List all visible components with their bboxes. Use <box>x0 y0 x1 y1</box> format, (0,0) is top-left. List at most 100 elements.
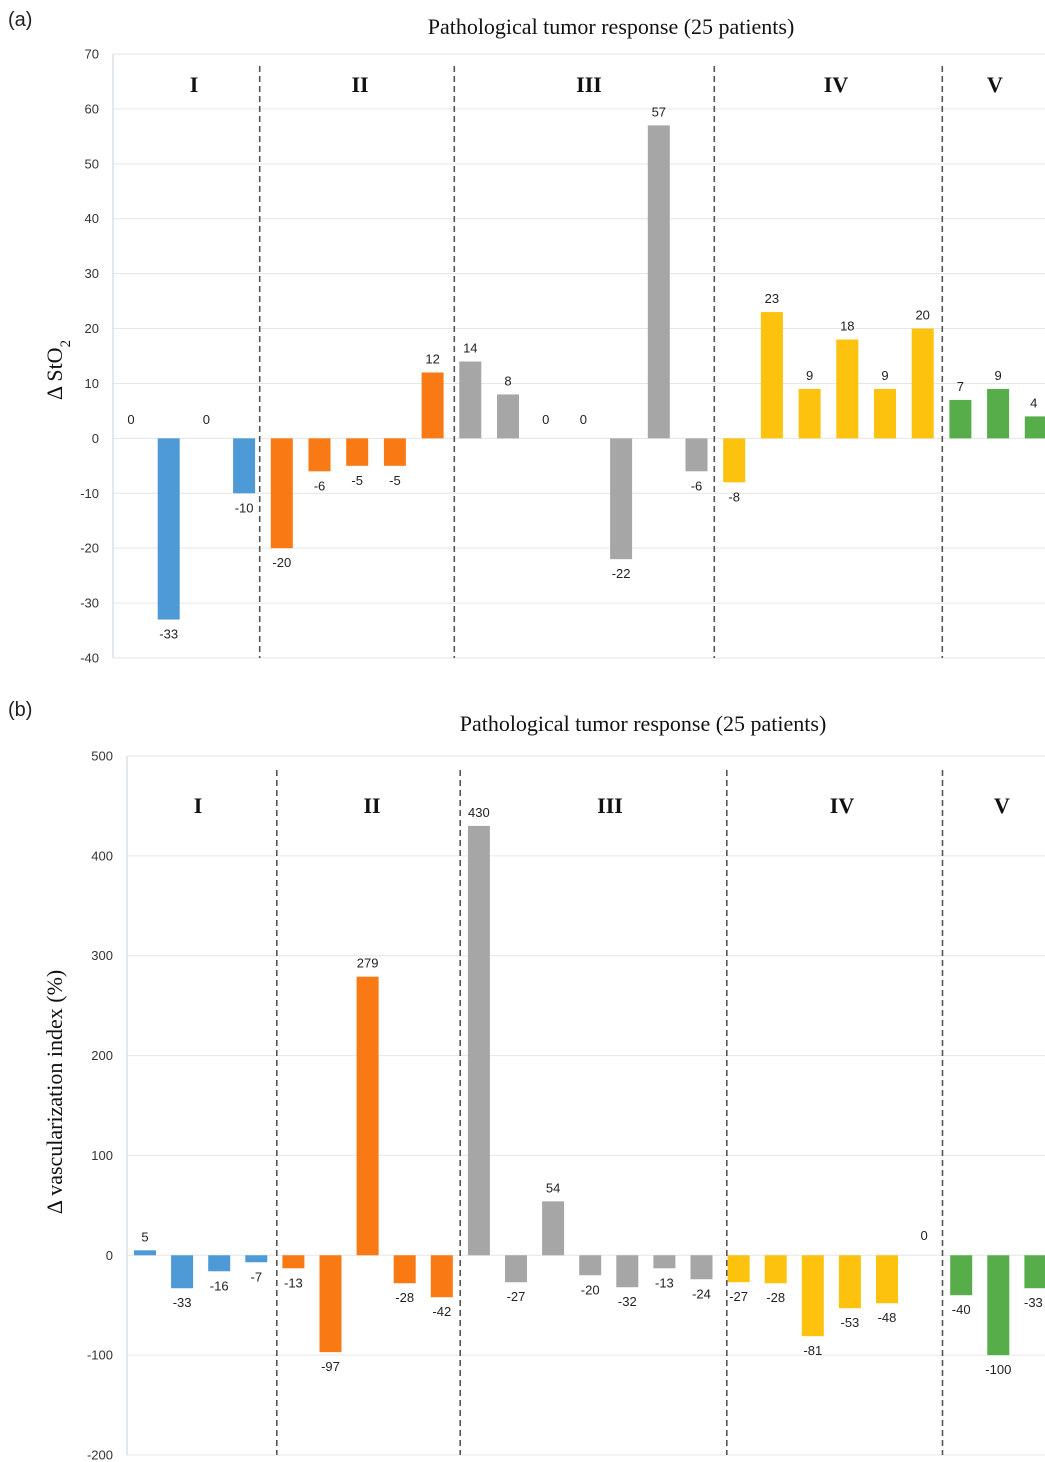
panel-b-bar <box>171 1255 194 1289</box>
panel-b-bar <box>542 1201 565 1256</box>
panel-a-data-label: 9 <box>994 368 1001 383</box>
panel-a-data-label: 14 <box>463 340 477 355</box>
panel-a-chart: (a) Pathological tumor response (25 patie… <box>8 9 1045 666</box>
panel-a-data-label: 9 <box>881 368 888 383</box>
panel-a-y-tick-label: 0 <box>92 431 99 446</box>
panel-b-bar <box>356 976 379 1256</box>
panel-b-bar <box>505 1255 527 1283</box>
panel-b-bar <box>616 1255 639 1288</box>
panel-a-data-label: -6 <box>691 478 703 493</box>
panel-a-data-label: 7 <box>957 379 964 394</box>
panel-b-data-label: -13 <box>655 1275 674 1290</box>
panel-b-bar <box>282 1255 305 1269</box>
panel-b-bar <box>653 1255 676 1269</box>
panel-a-bar <box>949 399 972 439</box>
panel-b-bar <box>764 1255 787 1284</box>
panel-b-y-axis-label: Δ vascularization index (%) <box>42 970 67 1214</box>
panel-a-bar <box>157 438 180 620</box>
panel-b-data-label: 279 <box>357 956 379 971</box>
panel-a-data-label: 0 <box>127 412 134 427</box>
panel-b-bar <box>838 1255 861 1309</box>
panel-b-bar <box>1024 1255 1045 1289</box>
panel-a-bar <box>270 438 293 549</box>
panel-b-y-tick-label: -100 <box>87 1348 113 1363</box>
panel-b-bar <box>579 1255 602 1276</box>
panel-b-data-label: -33 <box>173 1295 192 1310</box>
panel-b-bar <box>727 1255 750 1283</box>
panel-b-data-label: -33 <box>1024 1295 1043 1310</box>
panel-a-data-label: -33 <box>159 627 178 642</box>
panel-b-bar <box>245 1255 268 1263</box>
panel-a-group-label-I: I <box>190 72 199 97</box>
panel-b-data-label: -100 <box>985 1362 1011 1377</box>
panel-a-bar <box>911 328 934 439</box>
panel-b-y-tick-label: 300 <box>91 948 113 963</box>
panel-b-data-label: -32 <box>618 1294 637 1309</box>
panel-b-bar <box>208 1255 231 1272</box>
panel-b-bar <box>950 1255 973 1296</box>
panel-a-bar <box>647 125 670 439</box>
panel-a-data-label: 0 <box>203 412 210 427</box>
panel-a-data-label: -22 <box>612 566 631 581</box>
panel-b-data-label: -81 <box>803 1343 822 1358</box>
panel-a-bar <box>421 372 444 439</box>
panel-b-data-label: -42 <box>432 1304 451 1319</box>
panel-a-y-tick-label: 30 <box>85 266 99 281</box>
panel-a-y-tick-label: 60 <box>85 101 99 116</box>
panel-a-y-axis-label: Δ StO2 <box>42 340 74 400</box>
panel-b-bar <box>430 1255 453 1298</box>
panel-b-y-tick-label: 500 <box>91 749 113 764</box>
panel-a-bar <box>760 312 783 439</box>
panel-a-data-label: 0 <box>542 412 549 427</box>
panel-a-y-tick-label: -30 <box>80 596 99 611</box>
panel-b-group-label-IV: IV <box>830 793 855 818</box>
panel-b-label: (b) <box>8 699 32 721</box>
panel-b-y-tick-label: 0 <box>106 1248 113 1263</box>
panel-a-y-tick-label: 70 <box>85 47 99 62</box>
panel-b-data-label: -27 <box>729 1289 748 1304</box>
panel-a-bar <box>685 438 708 472</box>
panel-b-data-label: -20 <box>581 1282 600 1297</box>
panel-a-bar <box>610 438 633 560</box>
panel-a-data-label: 18 <box>840 319 854 334</box>
panel-a-data-label: -5 <box>389 473 401 488</box>
panel-b-data-label: 0 <box>920 1228 927 1243</box>
panel-a-y-tick-label: -10 <box>80 486 99 501</box>
panel-b-data-label: -48 <box>878 1310 897 1325</box>
panel-b-data-label: -16 <box>210 1278 229 1293</box>
panel-a-y-tick-label: -20 <box>80 541 99 556</box>
panel-a-data-label: 8 <box>504 373 511 388</box>
panel-b-bar <box>876 1255 898 1304</box>
panel-b-y-tick-label: -200 <box>87 1448 113 1462</box>
panel-a-data-label: -6 <box>314 478 326 493</box>
panel-a-bar <box>723 438 746 483</box>
panel-b-group-label-III: III <box>597 793 623 818</box>
panel-a-data-label: 57 <box>652 104 666 119</box>
panel-a-data-label: -10 <box>235 500 254 515</box>
panel-a-bar <box>1024 416 1045 439</box>
panel-a-bar <box>836 339 859 439</box>
panel-b-group-label-II: II <box>363 793 380 818</box>
panel-b-y-tick-label: 100 <box>91 1148 113 1163</box>
panel-b-bar <box>690 1255 713 1280</box>
panel-b-data-label: -53 <box>841 1315 860 1330</box>
panel-a-data-label: -8 <box>728 489 740 504</box>
panel-b-data-label: -97 <box>321 1359 340 1374</box>
panel-a-y-tick-label: -40 <box>80 651 99 666</box>
panel-b-bar <box>319 1255 342 1353</box>
panel-b-bar <box>134 1250 156 1256</box>
panel-b-data-label: -7 <box>251 1269 263 1284</box>
panel-b-data-label: -24 <box>692 1286 711 1301</box>
panel-a-y-tick-label: 50 <box>85 156 99 171</box>
panel-a-data-label: 20 <box>915 308 929 323</box>
panel-a-y-tick-label: 40 <box>85 211 99 226</box>
panel-b-chart: (b) Pathological tumor response (25 patie… <box>8 699 1045 1462</box>
panel-a-bar <box>497 394 519 439</box>
panel-b-data-label: -40 <box>952 1302 971 1317</box>
panel-a-y-axis-label-subscript: 2 <box>58 340 74 348</box>
panel-b-bar <box>393 1255 416 1284</box>
panel-a-title: Pathological tumor response (25 patients… <box>428 14 795 39</box>
panel-b-data-label: -28 <box>766 1290 785 1305</box>
panel-b-group-label-I: I <box>194 793 203 818</box>
